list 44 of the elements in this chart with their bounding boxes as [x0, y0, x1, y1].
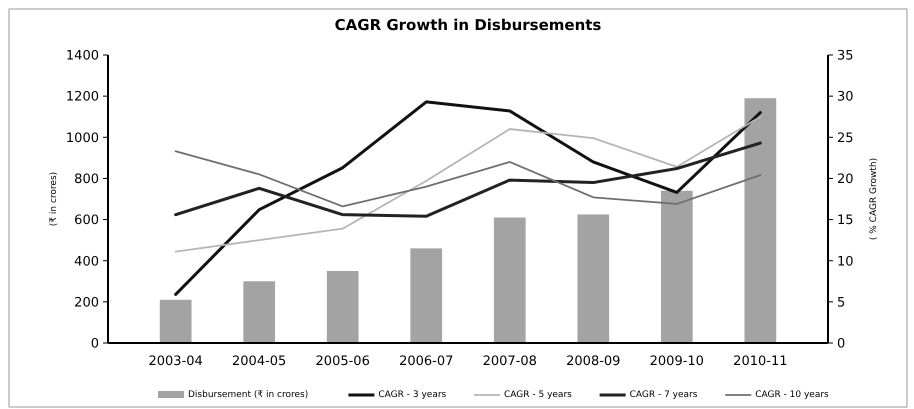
y-axis-title: (₹ in crores)	[49, 172, 59, 226]
legend-label: CAGR - 10 years	[755, 390, 830, 400]
x-tick-label: 2010-11	[733, 354, 788, 369]
y2-tick-label: 10	[837, 254, 854, 270]
y2-tick-label: 5	[837, 295, 846, 310]
line-series	[174, 142, 762, 218]
y2-tick-label: 35	[837, 48, 854, 64]
bar	[326, 271, 359, 343]
bar	[243, 281, 276, 343]
y-tick-label: 1000	[66, 130, 99, 146]
y2-tick-label: 25	[837, 130, 854, 146]
bar	[660, 190, 693, 343]
legend-label: Disbursement (₹ in crores)	[188, 390, 308, 400]
y2-axis-title: ( % CAGR Growth)	[869, 158, 879, 240]
bar	[744, 98, 776, 343]
legend-label: CAGR - 7 years	[630, 390, 698, 400]
y-tick-label: 0	[90, 336, 99, 352]
x-tick-label: 2008-09	[566, 354, 620, 369]
x-tick-label: 2006-07	[399, 354, 454, 369]
y-tick-label: 400	[74, 254, 99, 270]
y-tick-label: 1200	[66, 90, 99, 105]
y2-tick-label: 20	[837, 172, 854, 187]
y-tick-label: 600	[74, 213, 99, 228]
bar	[410, 248, 442, 343]
bar	[160, 300, 192, 343]
y2-tick-label: 15	[837, 213, 854, 228]
line-series	[174, 116, 762, 253]
x-tick-label: 2003-04	[148, 354, 203, 369]
y-tick-label: 800	[74, 172, 99, 187]
line-series	[174, 150, 762, 208]
legend-label: CAGR - 5 years	[504, 390, 572, 400]
line-series	[174, 100, 762, 296]
y2-tick-label: 0	[837, 336, 846, 352]
legend-label: CAGR - 3 years	[378, 390, 447, 400]
bar	[577, 214, 610, 343]
y-tick-label: 1400	[66, 48, 99, 64]
x-tick-label: 2005-06	[316, 354, 370, 369]
x-tick-label: 2007-08	[482, 354, 537, 369]
x-tick-label: 2004-05	[232, 354, 286, 369]
x-tick-label: 2009-10	[650, 354, 704, 369]
y-tick-label: 200	[74, 295, 99, 310]
bar	[494, 218, 526, 343]
chart-title: CAGR Growth in Disbursements	[334, 16, 602, 34]
y2-tick-label: 30	[837, 90, 854, 105]
